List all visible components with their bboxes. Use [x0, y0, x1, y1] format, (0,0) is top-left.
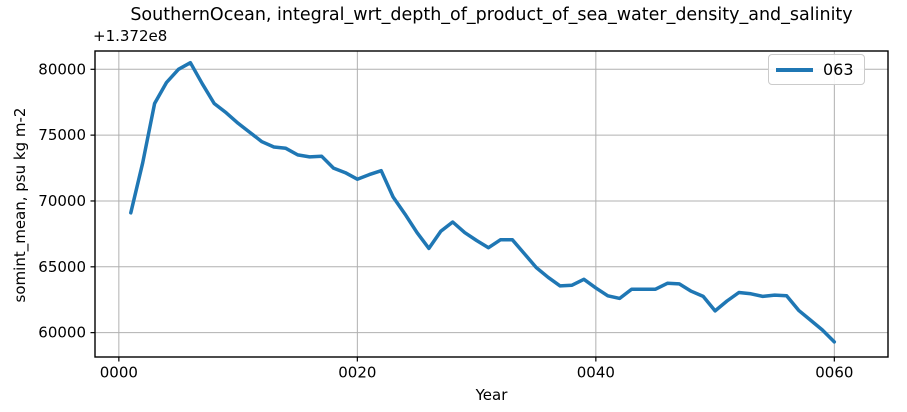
- x-tick-label: 0000: [100, 364, 138, 382]
- x-tick-label: 0040: [577, 364, 615, 382]
- x-tick-label: 0060: [815, 364, 853, 382]
- series-line-063: [129, 60, 837, 344]
- y-tick-label: 75000: [38, 126, 86, 144]
- y-tick-label: 65000: [38, 258, 86, 276]
- chart-title: SouthernOcean, integral_wrt_depth_of_pro…: [130, 5, 853, 25]
- y-tick-label: 80000: [38, 60, 86, 78]
- legend-label: 063: [823, 59, 854, 79]
- axes-frame: [94, 50, 889, 358]
- tick-labels: 0000 0020 0040 0060 60000 65000 70000 75000 8000…: [38, 60, 853, 381]
- y-tick-label: 60000: [38, 324, 86, 342]
- x-tick-label: 0020: [338, 364, 376, 382]
- gridlines: [95, 51, 888, 357]
- x-axis-label: Year: [475, 386, 508, 404]
- y-tick-label: 70000: [38, 192, 86, 210]
- legend-line-swatch: [776, 67, 813, 72]
- tick-marks: [90, 68, 835, 362]
- y-axis-offset-label: +1.372e8: [93, 27, 168, 45]
- legend: 063: [768, 54, 865, 85]
